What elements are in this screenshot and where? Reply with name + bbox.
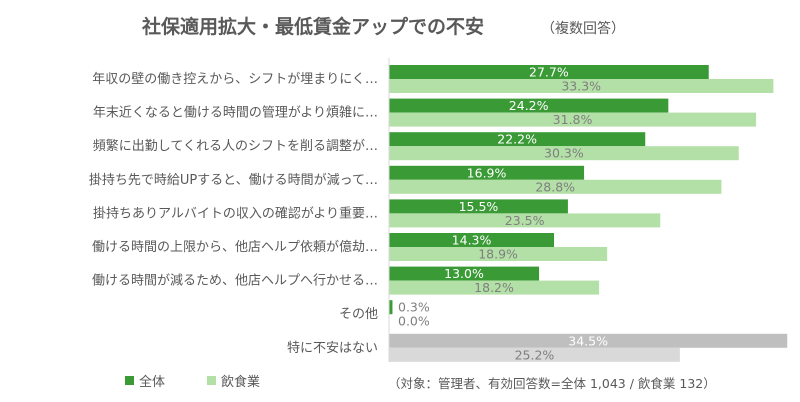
data-label-restaurant: 33.3% — [561, 79, 601, 94]
data-label-overall: 14.3% — [452, 233, 492, 248]
legend-restaurant-swatch — [207, 376, 216, 385]
legend: 全体 飲食業 — [125, 374, 260, 390]
legend-overall-label: 全体 — [139, 374, 165, 390]
data-label-overall: 16.9% — [467, 165, 507, 180]
data-label-restaurant: 31.8% — [553, 112, 593, 127]
category-label: 特に不安はない — [287, 341, 378, 356]
data-label-restaurant: 0.0% — [398, 314, 430, 329]
category-label: 働ける時間の上限から、他店ヘルプ依頼が億劫… — [92, 239, 378, 255]
data-label-overall: 24.2% — [509, 98, 549, 113]
category-label: 年末近くなると働ける時間の管理がより煩雑に… — [93, 105, 378, 121]
data-label-overall: 22.2% — [497, 132, 537, 147]
bar-overall — [389, 65, 709, 79]
bar-overall — [389, 333, 788, 348]
data-label-overall: 27.7% — [529, 65, 569, 80]
bar-overall — [389, 132, 646, 147]
bar-restaurant — [389, 112, 757, 127]
bar-restaurant — [389, 247, 608, 261]
bar-restaurant — [389, 179, 722, 194]
chart-subtitle: （複数回答） — [541, 20, 625, 37]
bar-restaurant — [389, 213, 661, 228]
bar-restaurant — [389, 79, 774, 93]
bars-group: 年収の壁の働き控えから、シフトが埋まりにく… 27.7%33.3% 年末近くなると働… — [89, 65, 788, 362]
bar-restaurant — [389, 347, 680, 362]
data-label-restaurant: 18.9% — [478, 247, 518, 262]
category-label: 掛持ち先で時給UPすると、働ける時間が減って… — [89, 172, 378, 188]
bar-overall — [389, 266, 540, 281]
bar-overall — [389, 98, 669, 113]
data-label-restaurant: 18.2% — [474, 280, 514, 295]
data-label-overall: 15.5% — [459, 199, 499, 214]
sample-note: （対象：管理者、有効回答数=全体 1,043 / 飲食業 132） — [388, 376, 716, 391]
data-label-overall: 0.3% — [398, 300, 430, 315]
category-label: 頻繁に出勤してくれる人のシフトを削る調整が… — [93, 138, 378, 154]
category-label: 年収の壁の働き控えから、シフトが埋まりにく… — [92, 72, 378, 87]
data-label-overall: 13.0% — [444, 266, 484, 281]
data-label-restaurant: 30.3% — [544, 146, 584, 161]
category-label: その他 — [339, 307, 378, 322]
category-label: 掛持ちありアルバイトの収入の確認がより重要… — [93, 205, 378, 221]
chart-title: 社保適用拡大・最低賃金アップでの不安 — [141, 15, 484, 38]
category-label: 働ける時間が減るため、他店ヘルプへ行かせる… — [92, 273, 378, 289]
bar-restaurant — [389, 280, 600, 295]
data-label-overall: 34.5% — [568, 333, 608, 348]
data-label-restaurant: 23.5% — [505, 213, 545, 228]
bar-overall — [389, 165, 585, 180]
bar-overall — [389, 199, 568, 214]
bar-overall — [389, 300, 393, 315]
bar-overall — [389, 233, 555, 247]
bar-restaurant — [389, 146, 739, 161]
data-label-restaurant: 28.8% — [535, 179, 575, 194]
legend-overall-swatch — [125, 376, 134, 385]
legend-restaurant-label: 飲食業 — [221, 374, 260, 390]
data-label-restaurant: 25.2% — [515, 347, 555, 362]
